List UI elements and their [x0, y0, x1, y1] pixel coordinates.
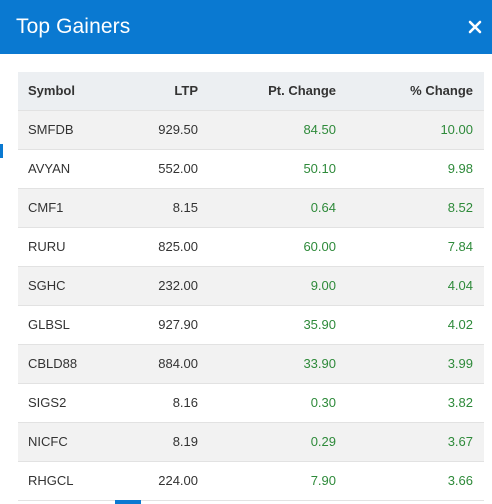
column-header-symbol[interactable]: Symbol — [18, 72, 128, 111]
cell-pt-change: 60.00 — [208, 227, 346, 267]
cell-symbol[interactable]: CMF1 — [18, 188, 128, 228]
cell-pt-change: 0.29 — [208, 422, 346, 462]
cell-pt-change: 50.10 — [208, 149, 346, 189]
gainers-table: Symbol LTP Pt. Change % Change SMFDB 929… — [18, 72, 484, 501]
column-header-pct-change[interactable]: % Change — [346, 72, 484, 111]
left-edge-marker — [0, 144, 3, 158]
cell-pt-change: 0.64 — [208, 188, 346, 228]
table-row[interactable]: AVYAN 552.00 50.10 9.98 — [18, 149, 484, 189]
cell-symbol[interactable]: CBLD88 — [18, 344, 128, 384]
cell-ltp: 552.00 — [128, 149, 208, 189]
cell-pct-change: 4.02 — [346, 305, 484, 345]
modal-title: Top Gainers — [16, 15, 131, 38]
cell-ltp: 224.00 — [128, 461, 208, 501]
cell-symbol[interactable]: RHGCL — [18, 461, 128, 501]
modal-header: Top Gainers — [0, 0, 492, 54]
cell-ltp: 8.15 — [128, 188, 208, 228]
table-row[interactable]: SGHC 232.00 9.00 4.04 — [18, 266, 484, 306]
table-row[interactable]: RHGCL 224.00 7.90 3.66 — [18, 461, 484, 501]
cell-symbol[interactable]: SMFDB — [18, 110, 128, 150]
cell-pct-change: 3.66 — [346, 461, 484, 501]
table-header-row: Symbol LTP Pt. Change % Change — [18, 72, 484, 111]
cell-pct-change: 3.67 — [346, 422, 484, 462]
horizontal-scrollbar-thumb[interactable] — [115, 500, 141, 504]
cell-symbol[interactable]: GLBSL — [18, 305, 128, 345]
table-row[interactable]: NICFC 8.19 0.29 3.67 — [18, 422, 484, 462]
cell-pct-change: 3.82 — [346, 383, 484, 423]
cell-pt-change: 9.00 — [208, 266, 346, 306]
cell-symbol[interactable]: RURU — [18, 227, 128, 267]
cell-ltp: 232.00 — [128, 266, 208, 306]
cell-ltp: 8.16 — [128, 383, 208, 423]
cell-ltp: 825.00 — [128, 227, 208, 267]
table-row[interactable]: CMF1 8.15 0.64 8.52 — [18, 188, 484, 228]
cell-pt-change: 84.50 — [208, 110, 346, 150]
cell-pct-change: 7.84 — [346, 227, 484, 267]
cell-pct-change: 8.52 — [346, 188, 484, 228]
cell-pt-change: 33.90 — [208, 344, 346, 384]
table-row[interactable]: RURU 825.00 60.00 7.84 — [18, 227, 484, 267]
cell-pct-change: 9.98 — [346, 149, 484, 189]
column-header-pt-change[interactable]: Pt. Change — [208, 72, 346, 111]
table-row[interactable]: SIGS2 8.16 0.30 3.82 — [18, 383, 484, 423]
table-row[interactable]: CBLD88 884.00 33.90 3.99 — [18, 344, 484, 384]
cell-pt-change: 35.90 — [208, 305, 346, 345]
cell-symbol[interactable]: SGHC — [18, 266, 128, 306]
cell-pt-change: 7.90 — [208, 461, 346, 501]
table-row[interactable]: GLBSL 927.90 35.90 4.02 — [18, 305, 484, 345]
cell-ltp: 929.50 — [128, 110, 208, 150]
cell-pct-change: 10.00 — [346, 110, 484, 150]
close-icon — [468, 20, 482, 34]
cell-ltp: 884.00 — [128, 344, 208, 384]
cell-ltp: 8.19 — [128, 422, 208, 462]
cell-symbol[interactable]: NICFC — [18, 422, 128, 462]
cell-pct-change: 3.99 — [346, 344, 484, 384]
cell-symbol[interactable]: AVYAN — [18, 149, 128, 189]
cell-pt-change: 0.30 — [208, 383, 346, 423]
table-row[interactable]: SMFDB 929.50 84.50 10.00 — [18, 110, 484, 150]
column-header-ltp[interactable]: LTP — [128, 72, 208, 111]
gainers-table-container: Symbol LTP Pt. Change % Change SMFDB 929… — [18, 72, 484, 501]
close-button[interactable] — [460, 12, 490, 42]
cell-pct-change: 4.04 — [346, 266, 484, 306]
cell-ltp: 927.90 — [128, 305, 208, 345]
cell-symbol[interactable]: SIGS2 — [18, 383, 128, 423]
